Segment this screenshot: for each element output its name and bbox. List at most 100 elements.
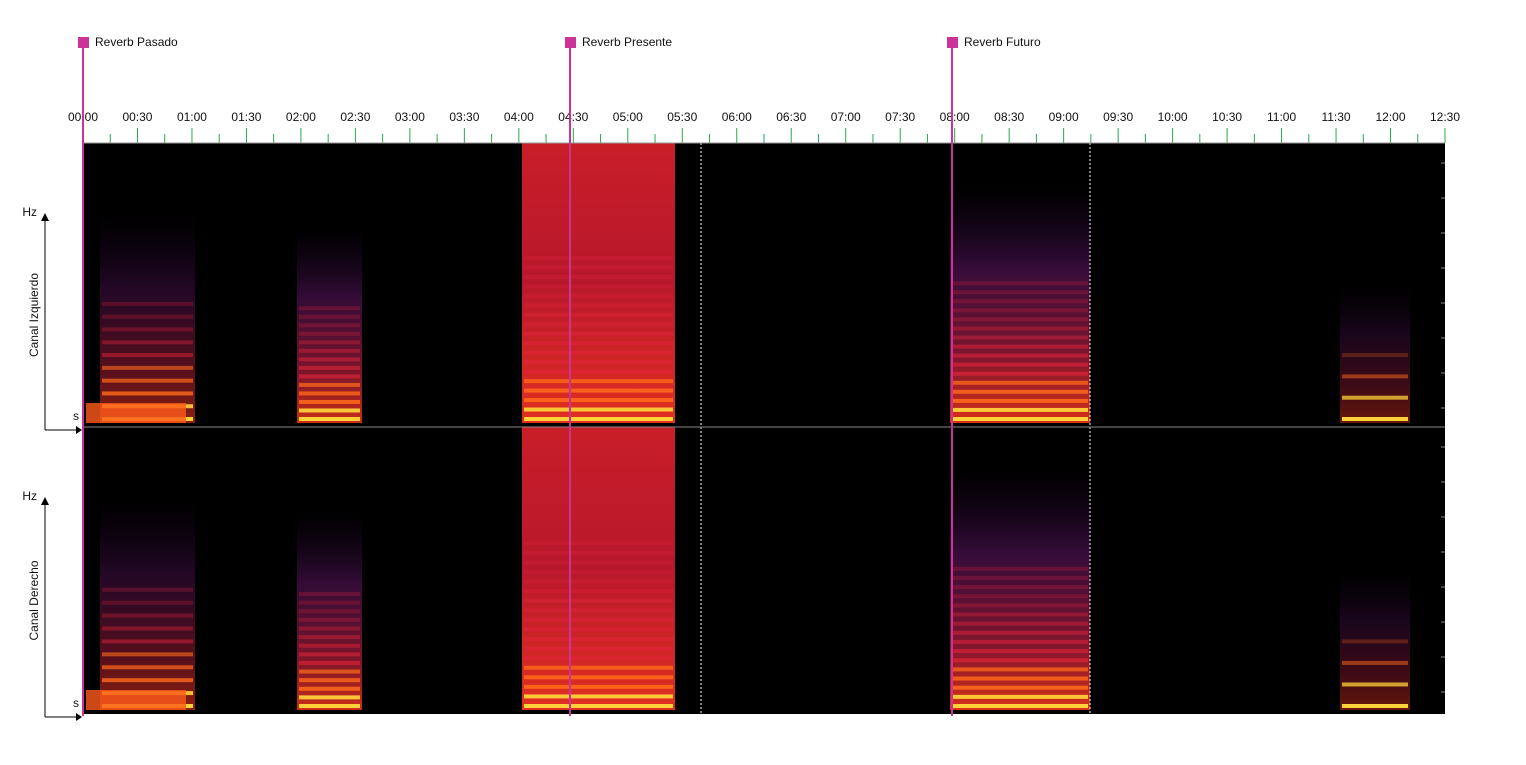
harmonic-band (299, 695, 360, 700)
harmonic-band (952, 335, 1088, 340)
time-tick-label: 10:00 (1158, 110, 1188, 124)
time-tick-label: 03:00 (395, 110, 425, 124)
marker-label: Reverb Presente (582, 35, 672, 49)
harmonic-band (524, 322, 673, 327)
harmonic-band (952, 389, 1088, 394)
harmonic-band (524, 331, 673, 336)
time-tick-label: 12:30 (1430, 110, 1460, 124)
harmonic-band (299, 609, 360, 614)
harmonic-band (102, 626, 193, 631)
y-axis-label: Hz (22, 205, 37, 219)
harmonic-band (299, 408, 360, 413)
harmonic-band (299, 669, 360, 674)
harmonic-band (299, 399, 360, 404)
harmonic-band (524, 350, 673, 355)
harmonic-band (524, 360, 673, 365)
harmonic-band (299, 626, 360, 631)
harmonic-band (524, 608, 673, 613)
harmonic-band (952, 371, 1088, 376)
harmonic-band (1342, 417, 1408, 421)
harmonic-band (952, 704, 1088, 708)
harmonic-band (299, 357, 360, 362)
harmonic-band (1342, 639, 1408, 644)
harmonic-band (299, 365, 360, 370)
harmonic-band (299, 617, 360, 622)
time-tick-label: 02:30 (340, 110, 370, 124)
harmonic-band (952, 290, 1088, 295)
harmonic-band (952, 566, 1088, 571)
harmonic-band (299, 306, 360, 311)
harmonic-band (524, 379, 673, 384)
spectral-energy (297, 228, 362, 423)
y-axis-label: Hz (22, 489, 37, 503)
harmonic-band (299, 652, 360, 657)
time-tick-label: 11:00 (1267, 110, 1296, 124)
harmonic-band (952, 326, 1088, 331)
harmonic-band (524, 256, 673, 261)
time-tick-label: 01:00 (177, 110, 207, 124)
harmonic-band (102, 378, 193, 383)
harmonic-band (102, 639, 193, 644)
marker-handle[interactable] (947, 37, 958, 48)
spectral-energy (950, 185, 1090, 423)
harmonic-band (952, 676, 1088, 681)
low-energy (86, 403, 186, 423)
harmonic-band (102, 365, 193, 370)
harmonic-band (1342, 353, 1408, 358)
harmonic-band (524, 637, 673, 642)
harmonic-band (524, 275, 673, 279)
harmonic-band (102, 613, 193, 618)
harmonic-band (102, 391, 193, 396)
harmonic-band (952, 281, 1088, 286)
harmonic-band (524, 293, 673, 298)
harmonic-band (102, 340, 193, 345)
harmonic-band (299, 592, 360, 597)
harmonic-band (1342, 395, 1408, 400)
harmonic-band (299, 417, 360, 421)
spectral-energy (297, 513, 362, 710)
harmonic-band (952, 594, 1088, 599)
harmonic-band (952, 658, 1088, 663)
arrow-head (76, 713, 82, 721)
harmonic-band (102, 327, 193, 332)
x-axis-label: s (73, 696, 79, 710)
harmonic-band (952, 398, 1088, 403)
harmonic-band (952, 585, 1088, 590)
time-tick-label: 05:00 (613, 110, 643, 124)
time-tick-label: 01:30 (231, 110, 261, 124)
harmonic-band (299, 348, 360, 353)
marker-handle[interactable] (565, 37, 576, 48)
spectral-energy (522, 143, 675, 423)
harmonic-band (524, 627, 673, 632)
time-tick-label: 10:30 (1212, 110, 1242, 124)
harmonic-band (524, 265, 673, 270)
harmonic-band (102, 587, 193, 592)
time-tick-label: 06:30 (776, 110, 806, 124)
harmonic-band (952, 685, 1088, 690)
harmonic-band (952, 308, 1088, 313)
marker-label: Reverb Futuro (964, 35, 1041, 49)
harmonic-band (102, 314, 193, 319)
spectral-energy (522, 427, 675, 710)
harmonic-band (524, 303, 673, 308)
harmonic-band (299, 391, 360, 396)
harmonic-band (524, 541, 673, 546)
harmonic-band (102, 678, 193, 683)
harmonic-band (952, 621, 1088, 626)
time-tick-label: 09:00 (1049, 110, 1079, 124)
harmonic-band (1342, 682, 1408, 687)
harmonic-band (952, 299, 1088, 304)
arrow-head (41, 497, 49, 505)
harmonic-band (299, 323, 360, 328)
harmonic-band (299, 660, 360, 665)
harmonic-band (524, 388, 673, 393)
harmonic-band (299, 314, 360, 319)
harmonic-band (102, 600, 193, 605)
harmonic-band (952, 344, 1088, 349)
harmonic-band (952, 667, 1088, 672)
x-axis-label: s (73, 409, 79, 423)
spectral-energy (1340, 570, 1410, 710)
harmonic-band (524, 398, 673, 403)
harmonic-band (952, 575, 1088, 580)
marker-handle[interactable] (78, 37, 89, 48)
